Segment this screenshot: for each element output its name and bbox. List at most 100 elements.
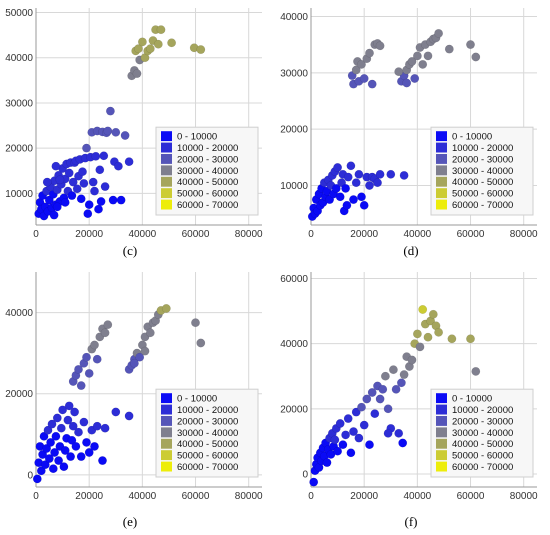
data-point xyxy=(471,366,481,376)
data-point xyxy=(349,195,358,205)
data-point xyxy=(357,192,366,202)
chart-panel-e: 0 20000 40000 60000 80000 0 20000 40000 0 - 1000… xyxy=(0,262,275,512)
data-point xyxy=(407,355,417,365)
data-point xyxy=(346,448,356,458)
caption-e: (e) xyxy=(122,514,138,529)
data-point xyxy=(82,352,91,362)
data-point xyxy=(72,184,82,194)
data-point xyxy=(71,441,81,451)
data-point xyxy=(98,456,107,466)
y-tick-label: 10000 xyxy=(280,181,308,192)
legend-label: 60000 - 70000 xyxy=(452,462,513,473)
caption-f: (f) xyxy=(404,514,418,529)
legend-label: 50000 - 60000 xyxy=(177,189,238,200)
caption-d: (d) xyxy=(403,243,419,258)
legend-box xyxy=(155,126,259,216)
data-point xyxy=(161,304,171,313)
data-point xyxy=(64,168,74,178)
legend-label: 0 - 10000 xyxy=(177,132,217,143)
data-point xyxy=(365,440,374,450)
data-point xyxy=(412,51,422,61)
legend-swatch xyxy=(436,416,447,426)
legend-swatch xyxy=(436,131,447,142)
data-point xyxy=(40,460,50,470)
data-point xyxy=(82,437,91,447)
legend-swatch xyxy=(436,199,447,210)
legend-label: 50000 - 60000 xyxy=(452,189,513,200)
data-point xyxy=(137,37,147,47)
y-tick-label: 20000 xyxy=(5,144,33,155)
legend-label: 60000 - 70000 xyxy=(177,462,238,473)
legend-label: 60000 - 70000 xyxy=(177,200,238,211)
data-point xyxy=(74,364,83,374)
data-point xyxy=(47,419,57,429)
data-point xyxy=(63,415,73,425)
data-point xyxy=(367,388,377,397)
scatter-plot-d: 0 20000 40000 60000 80000 10000 20000 30000 4000… xyxy=(280,8,538,240)
data-point xyxy=(49,210,59,220)
x-tick-label: 80000 xyxy=(510,229,538,240)
chart-panel-d: 0 20000 40000 60000 80000 10000 20000 30000 4000… xyxy=(275,0,550,240)
data-point xyxy=(82,143,91,153)
data-point xyxy=(39,431,49,441)
data-point xyxy=(383,428,393,438)
legend-swatch xyxy=(436,393,447,404)
data-point xyxy=(132,69,142,79)
legend-label: 20000 - 30000 xyxy=(177,154,238,165)
data-point xyxy=(135,352,145,362)
data-point xyxy=(367,79,377,89)
legend-label: 30000 - 40000 xyxy=(452,166,513,177)
data-point xyxy=(191,318,200,328)
data-point xyxy=(383,404,393,414)
legend-box xyxy=(430,126,534,216)
legend-swatch xyxy=(436,176,447,187)
data-point xyxy=(84,368,94,378)
data-point xyxy=(64,401,74,411)
scatter-plot-c: 0 20000 40000 60000 80000 10000 20000 30000 4000… xyxy=(5,8,263,240)
data-point xyxy=(412,329,422,339)
data-point xyxy=(375,394,385,404)
x-tick-label: 60000 xyxy=(457,229,485,240)
data-point xyxy=(434,327,444,337)
legend-label: 10000 - 20000 xyxy=(452,405,513,416)
data-point xyxy=(103,126,113,136)
legend-label: 40000 - 50000 xyxy=(452,177,513,188)
data-point xyxy=(335,419,345,428)
scatter-plot-e: 0 20000 40000 60000 80000 0 20000 40000 0 - 1000… xyxy=(5,272,263,502)
data-point xyxy=(59,462,69,472)
legend-swatch xyxy=(161,438,172,449)
data-point xyxy=(84,448,94,457)
data-point xyxy=(402,78,412,88)
x-tick-label: 20000 xyxy=(75,491,103,502)
legend-label: 0 - 10000 xyxy=(452,394,492,405)
data-point xyxy=(145,44,155,54)
data-point xyxy=(386,169,396,179)
legend-label: 10000 - 20000 xyxy=(177,405,238,416)
data-point xyxy=(100,182,110,192)
data-point xyxy=(74,427,83,437)
data-point xyxy=(309,477,319,487)
data-point xyxy=(79,178,89,188)
legend-label: 40000 - 50000 xyxy=(452,439,513,450)
data-point xyxy=(394,67,404,77)
data-point xyxy=(42,177,52,187)
x-tick-label: 80000 xyxy=(235,229,263,240)
x-tick-label: 60000 xyxy=(182,491,210,502)
data-point xyxy=(60,446,70,455)
y-tick-label: 40000 xyxy=(280,339,308,350)
data-point xyxy=(399,370,409,380)
data-point xyxy=(58,405,68,415)
data-point xyxy=(116,195,126,205)
data-point xyxy=(140,346,150,356)
data-point xyxy=(375,169,385,179)
data-point xyxy=(359,200,369,210)
data-point xyxy=(354,433,364,443)
x-tick-label: 40000 xyxy=(128,491,156,502)
data-point xyxy=(84,200,94,210)
data-point xyxy=(42,444,52,453)
data-point xyxy=(83,209,93,219)
data-point xyxy=(380,371,390,381)
data-point xyxy=(351,65,361,75)
y-tick-label: 10000 xyxy=(5,189,33,200)
legend-label: 60000 - 70000 xyxy=(452,200,513,211)
